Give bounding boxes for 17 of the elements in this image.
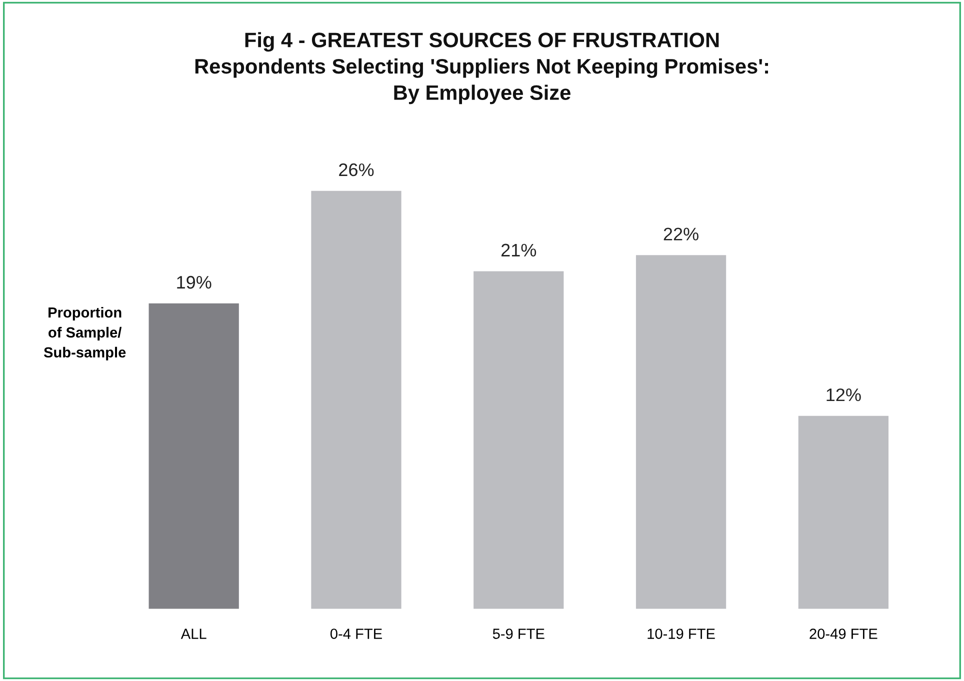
data-label: 26% xyxy=(339,163,374,176)
data-label: 21% xyxy=(501,244,536,256)
bar xyxy=(798,416,888,609)
x-tick-label: 20-49 FTE xyxy=(810,628,878,639)
bar xyxy=(148,303,239,609)
x-tick-label: 10-19 FTE xyxy=(648,628,715,639)
data-label: 19% xyxy=(177,276,212,289)
x-tick-label: 0-4 FTE xyxy=(330,628,382,639)
data-label: 22% xyxy=(664,228,698,240)
data-label: 12% xyxy=(826,388,861,402)
bar xyxy=(474,271,564,609)
bar xyxy=(636,255,726,609)
y-axis-title: Proportion of Sample/ Sub-sample xyxy=(44,306,126,360)
x-tick-label: ALL xyxy=(180,628,206,639)
chart-title: Fig 4 - GREATEST SOURCES OF FRUSTRATION Respondents Selecting 'Suppliers Not Keeping Promises': By Employee Size xyxy=(195,32,768,104)
bar xyxy=(311,190,402,609)
x-tick-label: 5-9 FTE xyxy=(492,628,544,639)
